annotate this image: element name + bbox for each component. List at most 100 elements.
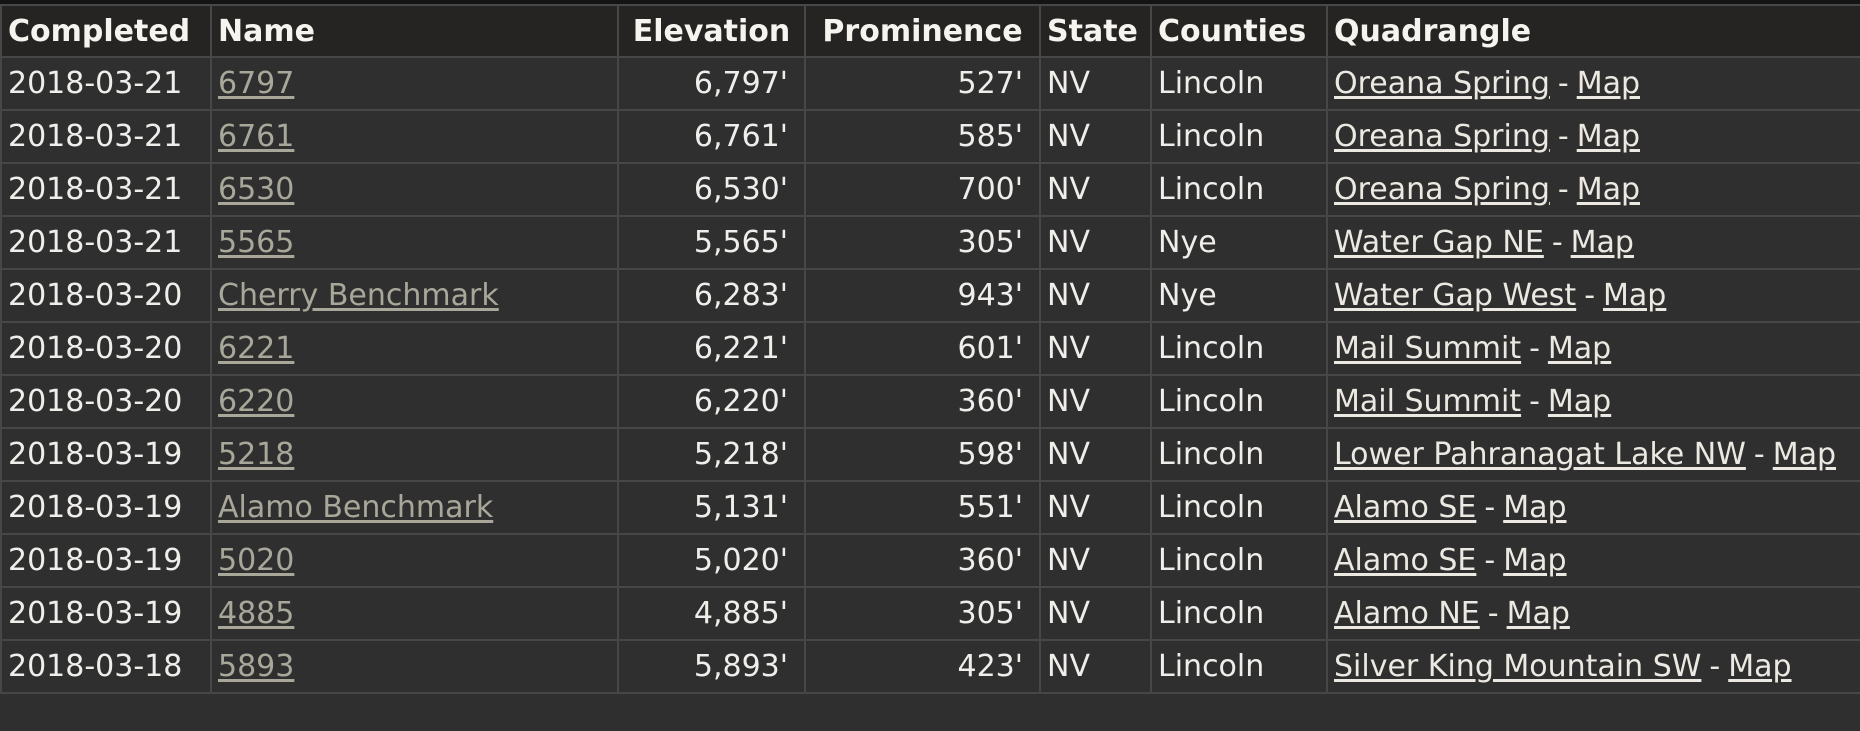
quadrangle-link[interactable]: Water Gap West <box>1334 278 1577 313</box>
peak-name-link[interactable]: 6220 <box>218 384 295 419</box>
peak-name-link[interactable]: 5020 <box>218 543 295 578</box>
quadrangle-link[interactable]: Alamo SE <box>1334 490 1477 525</box>
name-cell: 6220 <box>210 374 619 429</box>
counties-cell: Lincoln <box>1150 162 1328 217</box>
quadrangle-cell: Mail Summit - Map <box>1326 321 1860 376</box>
name-cell: Cherry Benchmark <box>210 268 619 323</box>
quadrangle-link[interactable]: Lower Pahranagat Lake NW <box>1334 437 1746 472</box>
table-row: 2018-03-19 5020 5,020' 360' NV Lincoln A… <box>0 533 1860 588</box>
col-header-quadrangle[interactable]: Quadrangle <box>1326 4 1860 58</box>
counties-cell: Nye <box>1150 215 1328 270</box>
map-link[interactable]: Map <box>1506 596 1570 631</box>
quadrangle-link[interactable]: Silver King Mountain SW <box>1334 649 1702 684</box>
completed-cell: 2018-03-21 <box>0 109 212 164</box>
table-row: 2018-03-21 5565 5,565' 305' NV Nye Water… <box>0 215 1860 270</box>
prominence-cell: 305' <box>804 586 1041 641</box>
map-link[interactable]: Map <box>1603 278 1667 313</box>
state-cell: NV <box>1039 533 1152 588</box>
map-link[interactable]: Map <box>1547 331 1612 366</box>
prominence-cell: 423' <box>804 639 1041 694</box>
quadrangle-link[interactable]: Oreana Spring <box>1334 172 1550 207</box>
elevation-cell: 5,218' <box>617 427 806 482</box>
separator: - <box>1557 66 1569 101</box>
state-cell: NV <box>1039 586 1152 641</box>
peak-name-link[interactable]: 6530 <box>218 172 295 207</box>
state-cell: NV <box>1039 427 1152 482</box>
map-link[interactable]: Map <box>1576 172 1641 207</box>
quadrangle-cell: Lower Pahranagat Lake NW - Map <box>1326 427 1860 482</box>
name-cell: 4885 <box>210 586 619 641</box>
table-row: 2018-03-20 6221 6,221' 601' NV Lincoln M… <box>0 321 1860 376</box>
map-link[interactable]: Map <box>1772 437 1837 472</box>
prominence-cell: 585' <box>804 109 1041 164</box>
name-cell: 6797 <box>210 56 619 111</box>
separator: - <box>1484 543 1496 578</box>
col-header-prominence[interactable]: Prominence <box>804 4 1041 58</box>
quadrangle-cell: Alamo NE - Map <box>1326 586 1860 641</box>
completed-cell: 2018-03-19 <box>0 480 212 535</box>
table-row: 2018-03-19 Alamo Benchmark 5,131' 551' N… <box>0 480 1860 535</box>
state-cell: NV <box>1039 480 1152 535</box>
clipped-heading-strip <box>0 0 1860 6</box>
map-link[interactable]: Map <box>1503 490 1567 525</box>
quadrangle-link[interactable]: Water Gap NE <box>1334 225 1544 260</box>
separator: - <box>1487 596 1499 631</box>
quadrangle-link[interactable]: Alamo SE <box>1334 543 1477 578</box>
name-cell: 5565 <box>210 215 619 270</box>
elevation-cell: 5,565' <box>617 215 806 270</box>
peak-name-link[interactable]: 5565 <box>218 225 295 260</box>
map-link[interactable]: Map <box>1728 649 1792 684</box>
map-link[interactable]: Map <box>1547 384 1612 419</box>
col-header-counties[interactable]: Counties <box>1150 4 1328 58</box>
table-row: 2018-03-19 4885 4,885' 305' NV Lincoln A… <box>0 586 1860 641</box>
name-cell: 5218 <box>210 427 619 482</box>
peak-name-link[interactable]: 6221 <box>218 331 295 366</box>
prominence-cell: 360' <box>804 374 1041 429</box>
peak-name-link[interactable]: 5893 <box>218 649 295 684</box>
table-row: 2018-03-21 6797 6,797' 527' NV Lincoln O… <box>0 56 1860 111</box>
peak-name-link[interactable]: 5218 <box>218 437 295 472</box>
table-row: 2018-03-20 Cherry Benchmark 6,283' 943' … <box>0 268 1860 323</box>
elevation-cell: 6,797' <box>617 56 806 111</box>
counties-cell: Lincoln <box>1150 639 1328 694</box>
completed-cell: 2018-03-18 <box>0 639 212 694</box>
quadrangle-link[interactable]: Oreana Spring <box>1334 119 1550 154</box>
map-link[interactable]: Map <box>1503 543 1567 578</box>
separator: - <box>1551 225 1563 260</box>
quadrangle-cell: Mail Summit - Map <box>1326 374 1860 429</box>
prominence-cell: 598' <box>804 427 1041 482</box>
col-header-name[interactable]: Name <box>210 4 619 58</box>
separator: - <box>1557 119 1569 154</box>
quadrangle-link[interactable]: Mail Summit <box>1334 331 1522 366</box>
peak-name-link[interactable]: Alamo Benchmark <box>218 490 494 525</box>
counties-cell: Lincoln <box>1150 480 1328 535</box>
map-link[interactable]: Map <box>1576 66 1641 101</box>
map-link[interactable]: Map <box>1570 225 1634 260</box>
peak-name-link[interactable]: 4885 <box>218 596 295 631</box>
col-header-elevation[interactable]: Elevation <box>617 4 806 58</box>
table-row: 2018-03-21 6761 6,761' 585' NV Lincoln O… <box>0 109 1860 164</box>
col-header-completed[interactable]: Completed <box>0 4 212 58</box>
completed-cell: 2018-03-19 <box>0 586 212 641</box>
col-header-state[interactable]: State <box>1039 4 1152 58</box>
elevation-cell: 6,221' <box>617 321 806 376</box>
state-cell: NV <box>1039 162 1152 217</box>
map-link[interactable]: Map <box>1576 119 1641 154</box>
separator: - <box>1584 278 1596 313</box>
name-cell: 6530 <box>210 162 619 217</box>
separator: - <box>1529 331 1540 366</box>
completed-cell: 2018-03-21 <box>0 215 212 270</box>
state-cell: NV <box>1039 215 1152 270</box>
peak-name-link[interactable]: 6797 <box>218 66 295 101</box>
quadrangle-link[interactable]: Mail Summit <box>1334 384 1522 419</box>
prominence-cell: 601' <box>804 321 1041 376</box>
quadrangle-cell: Alamo SE - Map <box>1326 480 1860 535</box>
table-row: 2018-03-18 5893 5,893' 423' NV Lincoln S… <box>0 639 1860 694</box>
state-cell: NV <box>1039 56 1152 111</box>
quadrangle-link[interactable]: Oreana Spring <box>1334 66 1550 101</box>
table-row: 2018-03-21 6530 6,530' 700' NV Lincoln O… <box>0 162 1860 217</box>
elevation-cell: 6,761' <box>617 109 806 164</box>
peak-name-link[interactable]: 6761 <box>218 119 295 154</box>
quadrangle-link[interactable]: Alamo NE <box>1334 596 1480 631</box>
peak-name-link[interactable]: Cherry Benchmark <box>218 278 499 313</box>
